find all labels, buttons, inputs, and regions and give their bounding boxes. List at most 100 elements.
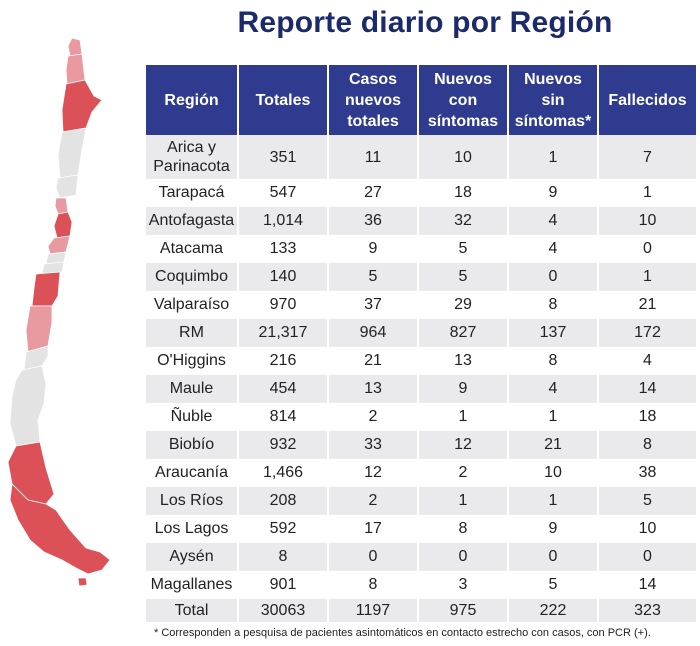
sin-sintomas-cell: 9 — [507, 179, 598, 207]
con-sintomas-cell: 9 — [417, 375, 508, 403]
table-row: Los Lagos 592 17 8 9 10 — [146, 515, 696, 543]
table-row: Los Ríos 208 2 1 1 5 — [146, 487, 696, 515]
map-region-valparaiso — [54, 197, 69, 215]
totales-cell: 592 — [237, 515, 328, 543]
fallecidos-cell: 18 — [597, 403, 696, 431]
sin-sintomas-cell: 4 — [507, 207, 598, 235]
con-sintomas-cell: 18 — [417, 179, 508, 207]
totales-cell: 8 — [237, 543, 328, 571]
map-region-magallanes — [9, 483, 111, 575]
sin-sintomas-cell: 5 — [507, 571, 598, 599]
region-name: Valparaíso — [146, 291, 238, 319]
header-region: Región — [146, 65, 238, 135]
map-region-biobio — [31, 271, 61, 307]
region-name: Antofagasta — [146, 207, 238, 235]
table-row: Arica y Parinacota 351 11 10 1 7 — [146, 135, 696, 179]
casos-nuevos-cell: 12 — [327, 459, 418, 487]
totales-cell: 1,014 — [237, 207, 328, 235]
casos-nuevos-cell: 2 — [327, 487, 418, 515]
totales-cell: 814 — [237, 403, 328, 431]
region-name: Magallanes — [146, 571, 238, 599]
totales-cell: 140 — [237, 263, 328, 291]
map-region-arica — [67, 37, 83, 57]
casos-nuevos-cell: 8 — [327, 571, 418, 599]
table-row: O'Higgins 216 21 13 8 4 — [146, 347, 696, 375]
con-sintomas-cell: 0 — [417, 543, 508, 571]
sin-sintomas-cell: 8 — [507, 347, 598, 375]
sin-sintomas-cell: 21 — [507, 431, 598, 459]
casos-nuevos-cell: 13 — [327, 375, 418, 403]
fallecidos-cell: 10 — [597, 207, 696, 235]
casos-nuevos-cell: 27 — [327, 179, 418, 207]
fallecidos-cell: 172 — [597, 319, 696, 347]
sin-sintomas-cell: 10 — [507, 459, 598, 487]
con-sintomas-cell: 1 — [417, 487, 508, 515]
casos-nuevos-cell: 17 — [327, 515, 418, 543]
fallecidos-cell: 4 — [597, 347, 696, 375]
table-row: Araucanía 1,466 12 2 10 38 — [146, 459, 696, 487]
total-fallecidos: 323 — [597, 599, 696, 622]
con-sintomas-cell: 827 — [417, 319, 508, 347]
fallecidos-cell: 21 — [597, 291, 696, 319]
fallecidos-cell: 8 — [597, 431, 696, 459]
region-name: Maule — [146, 375, 238, 403]
table-row: Aysén 8 0 0 0 0 — [146, 543, 696, 571]
con-sintomas-cell: 10 — [417, 135, 508, 179]
map-region-antofagasta — [61, 79, 103, 133]
sin-sintomas-cell: 9 — [507, 515, 598, 543]
con-sintomas-cell: 2 — [417, 459, 508, 487]
table-row: Ñuble 814 2 1 1 18 — [146, 403, 696, 431]
total-con-sintomas: 975 — [417, 599, 508, 622]
sin-sintomas-cell: 4 — [507, 235, 598, 263]
map-region-araucania — [25, 305, 53, 353]
totales-cell: 133 — [237, 235, 328, 263]
total-casos-nuevos: 1197 — [327, 599, 418, 622]
totales-cell: 21,317 — [237, 319, 328, 347]
header-nuevos-con-sintomas: Nuevos con síntomas — [417, 65, 508, 135]
fallecidos-cell: 1 — [597, 179, 696, 207]
chile-regions-map — [7, 37, 111, 587]
sin-sintomas-cell: 137 — [507, 319, 598, 347]
total-sin-sintomas: 222 — [507, 599, 598, 622]
fallecidos-cell: 10 — [597, 515, 696, 543]
region-name: Los Lagos — [146, 515, 238, 543]
region-name: RM — [146, 319, 238, 347]
totales-cell: 351 — [237, 135, 328, 179]
region-name: Atacama — [146, 235, 238, 263]
casos-nuevos-cell: 33 — [327, 431, 418, 459]
table-row: Coquimbo 140 5 5 0 1 — [146, 263, 696, 291]
casos-nuevos-cell: 36 — [327, 207, 418, 235]
page-title: Reporte diario por Región — [237, 6, 613, 39]
header-fallecidos: Fallecidos — [597, 65, 696, 135]
totales-cell: 970 — [237, 291, 328, 319]
sin-sintomas-cell: 8 — [507, 291, 598, 319]
table-total-row: Total 30063 1197 975 222 323 — [146, 599, 696, 622]
map-region-coquimbo — [55, 174, 79, 199]
con-sintomas-cell: 5 — [417, 235, 508, 263]
map-region-los-rios — [23, 345, 49, 371]
fallecidos-cell: 0 — [597, 235, 696, 263]
casos-nuevos-cell: 2 — [327, 403, 418, 431]
table-row: Atacama 133 9 5 4 0 — [146, 235, 696, 263]
sin-sintomas-cell: 0 — [507, 263, 598, 291]
region-name: Biobío — [146, 431, 238, 459]
casos-nuevos-cell: 21 — [327, 347, 418, 375]
sin-sintomas-cell: 1 — [507, 135, 598, 179]
map-region-nuble — [41, 261, 65, 275]
con-sintomas-cell: 8 — [417, 515, 508, 543]
fallecidos-cell: 5 — [597, 487, 696, 515]
header-casos-nuevos-totales: Casos nuevos totales — [327, 65, 418, 135]
region-report-table: Región Totales Casos nuevos totales Nuev… — [146, 65, 696, 622]
fallecidos-cell: 14 — [597, 571, 696, 599]
casos-nuevos-cell: 964 — [327, 319, 418, 347]
totales-cell: 932 — [237, 431, 328, 459]
con-sintomas-cell: 5 — [417, 263, 508, 291]
sin-sintomas-cell: 1 — [507, 487, 598, 515]
table-row: Biobío 932 33 12 21 8 — [146, 431, 696, 459]
region-name: Araucanía — [146, 459, 238, 487]
map-region-atacama — [57, 127, 87, 179]
table-row: Tarapacá 547 27 18 9 1 — [146, 179, 696, 207]
casos-nuevos-cell: 9 — [327, 235, 418, 263]
fallecidos-cell: 7 — [597, 135, 696, 179]
table-row: Maule 454 13 9 4 14 — [146, 375, 696, 403]
